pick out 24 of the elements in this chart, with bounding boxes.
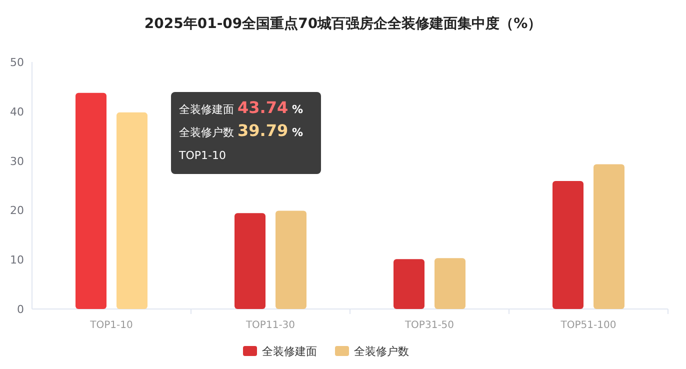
x-tick-label: TOP1-10 bbox=[89, 320, 133, 331]
x-tick-label: TOP51-100 bbox=[560, 320, 616, 331]
y-tick-label: 20 bbox=[10, 204, 24, 218]
bar bbox=[552, 181, 584, 309]
bar bbox=[594, 164, 624, 309]
y-tick-label: 50 bbox=[10, 56, 24, 69]
bar bbox=[76, 92, 106, 309]
y-tick-label: 30 bbox=[10, 154, 24, 168]
y-tick-label: 10 bbox=[10, 254, 24, 267]
bar bbox=[394, 259, 424, 309]
legend-label: 全装修建面 bbox=[262, 345, 317, 358]
bar bbox=[434, 258, 466, 309]
bar bbox=[116, 112, 148, 309]
annotation: 全装修建面 43.74 % bbox=[179, 98, 303, 117]
y-tick-label: 40 bbox=[10, 105, 24, 118]
chart-title: 2025年01-09全国重点70城百强房企全装修建面集中度（%） bbox=[144, 15, 542, 32]
y-tick-label: 0 bbox=[17, 303, 24, 316]
annotation: TOP1-10 bbox=[178, 149, 226, 162]
x-tick-label: TOP31-50 bbox=[404, 320, 454, 331]
annotation: 全装修户数 39.79 % bbox=[179, 121, 303, 140]
x-tick-label: TOP11-30 bbox=[244, 320, 296, 331]
bar bbox=[234, 213, 266, 309]
legend-label: 全装修户数 bbox=[354, 345, 409, 358]
bar bbox=[276, 210, 306, 309]
